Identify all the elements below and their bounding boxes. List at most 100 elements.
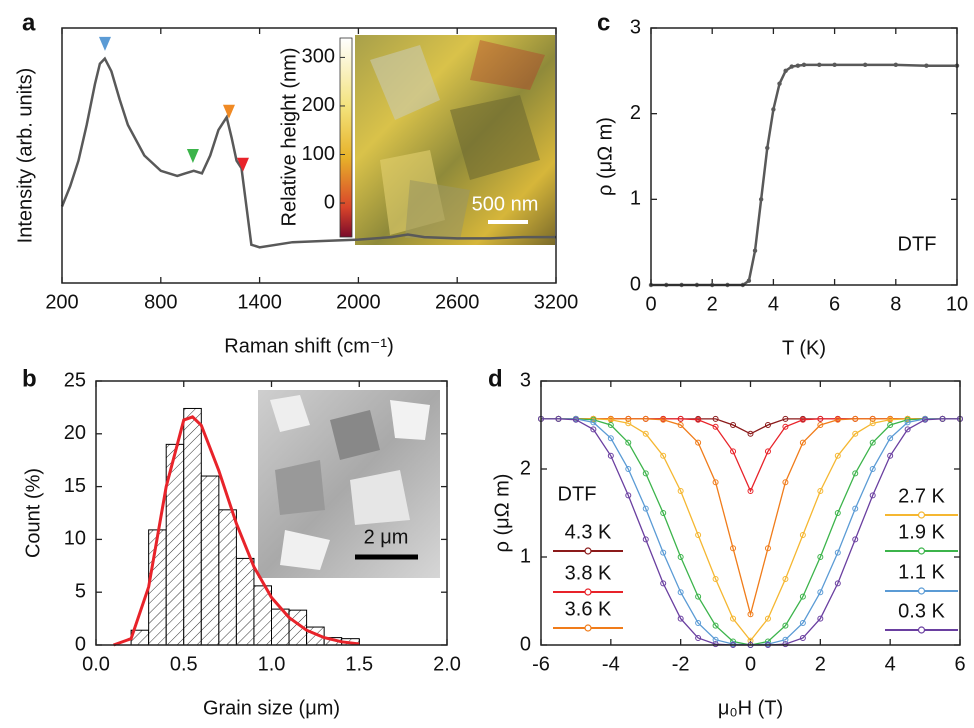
- data-point: [660, 510, 667, 516]
- data-point: [747, 637, 754, 644]
- y-tick-label: 10: [64, 528, 86, 550]
- legend-label: 1.1 K: [898, 561, 945, 583]
- data-point: [752, 248, 758, 253]
- x-tick-label: 0: [745, 653, 756, 675]
- data-point: [834, 549, 841, 556]
- data-point: [799, 439, 806, 446]
- data-point: [869, 420, 876, 427]
- y-tick-label: 2: [520, 457, 531, 479]
- x-tick-label: 6: [829, 293, 840, 315]
- data-point: [695, 439, 702, 446]
- data-point: [625, 492, 632, 499]
- y-tick-label: 2: [630, 102, 641, 124]
- peak-marker: [98, 36, 111, 51]
- data-point: [764, 422, 771, 428]
- data-point: [758, 197, 764, 202]
- peak-marker: [222, 104, 235, 119]
- data-point: [852, 505, 859, 512]
- data-point: [730, 448, 737, 455]
- data-point: [834, 416, 841, 423]
- plot-frame: [650, 27, 958, 286]
- data-point: [869, 492, 876, 499]
- series-line: [541, 418, 960, 617]
- data-point: [852, 470, 859, 477]
- colorbar-tick-label: 0: [324, 191, 335, 213]
- annotation: DTF: [898, 233, 937, 255]
- plot-frame: [95, 380, 448, 646]
- y-tick-label: 20: [64, 422, 86, 444]
- data-point: [817, 615, 824, 622]
- data-point: [695, 634, 702, 641]
- bar: [235, 557, 255, 646]
- legend-marker: [917, 587, 926, 595]
- legend-marker: [584, 624, 592, 632]
- data-point: [642, 470, 649, 477]
- data-point: [660, 416, 667, 423]
- data-point: [782, 641, 789, 648]
- y-tick-label: 0: [630, 273, 641, 295]
- y-tick-label: 25: [64, 369, 86, 391]
- data-point: [782, 636, 789, 643]
- scale-bar-label: 2 μm: [364, 526, 409, 548]
- x-tick-label: -2: [672, 653, 690, 675]
- legend-marker: [584, 588, 592, 596]
- data-point: [863, 62, 868, 68]
- plot-frame: [540, 380, 961, 646]
- data-point: [555, 415, 562, 422]
- legend-label: 1.9 K: [898, 521, 945, 543]
- data-point: [695, 416, 702, 423]
- data-point: [852, 430, 859, 437]
- legend-label: 3.6 K: [565, 598, 612, 620]
- x-tick-label: 2600: [435, 291, 480, 313]
- data-point: [782, 576, 789, 582]
- x-tick-label: 200: [45, 291, 78, 313]
- data-point: [795, 63, 801, 68]
- data-point: [625, 466, 632, 472]
- y-tick-label: 0: [75, 633, 86, 655]
- y-tick-label: 1: [630, 188, 641, 210]
- afm-image: [355, 35, 555, 245]
- data-point: [677, 415, 684, 422]
- data-point: [834, 510, 841, 516]
- data-point: [832, 62, 837, 68]
- data-point: [817, 415, 824, 422]
- x-axis-label: Raman shift (cm⁻¹): [224, 335, 393, 357]
- y-tick-label: 0: [520, 633, 531, 655]
- data-point: [712, 415, 719, 422]
- data-point: [712, 641, 719, 648]
- data-point: [747, 611, 754, 618]
- panel-label: b: [22, 365, 37, 392]
- data-point: [799, 593, 806, 600]
- data-point: [677, 422, 684, 428]
- x-tick-label: -4: [602, 653, 620, 675]
- data-point: [817, 488, 824, 494]
- legend-marker: [917, 547, 926, 555]
- data-point: [869, 415, 876, 422]
- x-tick-label: 0.5: [170, 653, 198, 675]
- data-point: [869, 466, 876, 472]
- x-tick-label: 2.0: [433, 653, 461, 675]
- data-point: [747, 488, 754, 494]
- data-point: [660, 580, 667, 587]
- legend-label: 4.3 K: [565, 521, 612, 543]
- y-axis-label: ρ (μΩ m): [491, 474, 513, 553]
- data-point: [660, 452, 667, 459]
- data-point: [747, 430, 754, 437]
- x-tick-label: -6: [532, 653, 550, 675]
- colorbar-tick-label: 300: [302, 46, 335, 68]
- y-tick-label: 5: [75, 580, 86, 602]
- data-point: [782, 415, 789, 422]
- data-point: [642, 430, 649, 437]
- y-tick-label: 3: [630, 16, 641, 38]
- data-point: [712, 622, 719, 629]
- x-tick-label: 3200: [534, 291, 579, 313]
- scale-bar-label: 500 nm: [472, 193, 539, 215]
- x-axis-label: Grain size (μm): [203, 697, 340, 719]
- data-point: [712, 636, 719, 643]
- peak-marker: [236, 157, 249, 172]
- data-point: [887, 422, 894, 428]
- bar: [183, 407, 202, 646]
- data-point: [730, 545, 737, 552]
- data-point: [817, 589, 824, 596]
- series-line: [541, 418, 960, 493]
